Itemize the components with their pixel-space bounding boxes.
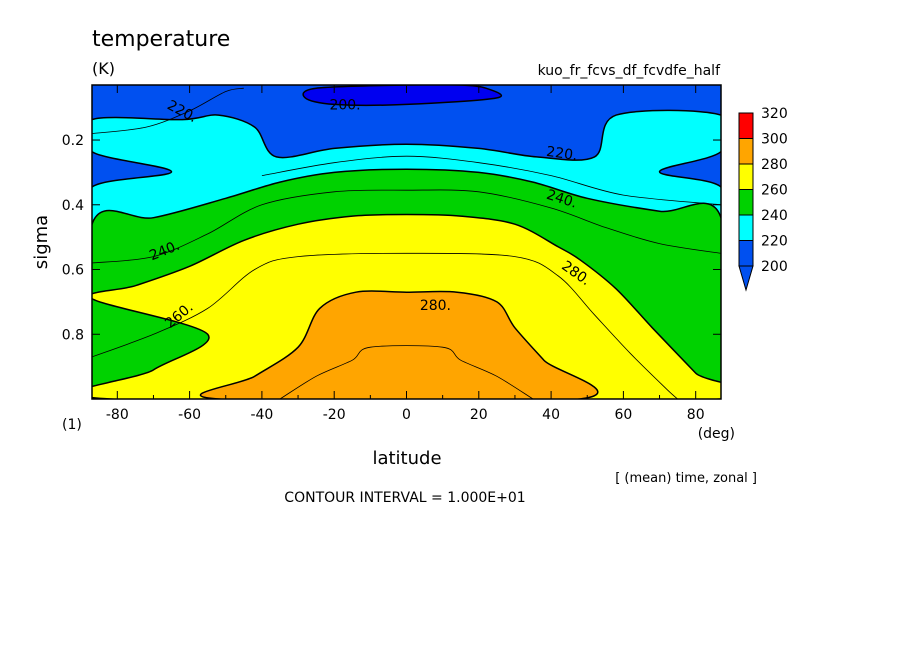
contour-lines <box>92 87 721 399</box>
run-name: kuo_fr_fcvs_df_fcvdfe_half <box>538 63 722 79</box>
colorbar-swatch <box>738 189 754 216</box>
colorbar-swatch <box>738 112 754 139</box>
colorbar: 320 300 280 260 240 220 200 <box>738 106 788 292</box>
colorbar-label: 200 <box>761 259 788 275</box>
contour-label: 280. <box>420 298 451 314</box>
contour-line-250 <box>92 189 721 264</box>
x-tick-label: -80 <box>106 407 129 423</box>
colorbar-swatch <box>738 138 754 165</box>
chart-title: temperature <box>92 27 230 52</box>
colorbar-swatch <box>738 240 754 267</box>
colorbar-label: 280 <box>761 157 788 173</box>
contour-line-230 <box>92 87 244 134</box>
colorbar-under-arrow <box>738 265 754 292</box>
chart-units: (K) <box>92 59 115 78</box>
x-tick-label: 20 <box>470 407 488 423</box>
colorbar-label: 300 <box>761 132 788 148</box>
x-axis-title: latitude <box>372 448 441 469</box>
x-axis: -80 -60 -40 -20 0 20 40 60 80 <box>106 85 705 423</box>
colorbar-label: 240 <box>761 208 788 224</box>
contour-line-290 <box>279 345 534 399</box>
y-tick-label: 0.4 <box>62 198 84 214</box>
colorbar-label: 260 <box>761 183 788 199</box>
contour-line-230 <box>261 155 721 206</box>
y-axis-title: sigma <box>31 215 52 269</box>
x-tick-label: 60 <box>614 407 632 423</box>
contour-label: 200. <box>329 97 360 113</box>
x-axis-unit: (deg) <box>698 426 735 442</box>
x-tick-label: -40 <box>250 407 273 423</box>
y-tick-label: 0.8 <box>62 327 84 343</box>
x-tick-label: -60 <box>178 407 201 423</box>
x-tick-label: 40 <box>542 407 560 423</box>
colorbar-swatch <box>738 214 754 241</box>
y-axis: 0.2 0.4 0.6 0.8 <box>62 133 721 343</box>
contour-region-200 <box>302 85 503 106</box>
colorbar-swatch <box>738 163 754 190</box>
contour-interval: CONTOUR INTERVAL = 1.000E+01 <box>284 490 525 506</box>
x-tick-label: -20 <box>323 407 346 423</box>
contour-region-280 <box>199 290 599 399</box>
y-tick-label: 0.6 <box>62 263 84 279</box>
x-tick-label: 0 <box>402 407 411 423</box>
contour-line-270 <box>92 252 678 399</box>
colorbar-label: 320 <box>761 106 788 122</box>
y-tick-label: 0.2 <box>62 133 84 149</box>
contour-fills <box>92 85 721 399</box>
y-axis-unit: (1) <box>62 417 82 433</box>
footer-note: [ (mean) time, zonal ] <box>615 471 757 486</box>
contour-label: 220. <box>545 144 578 164</box>
x-tick-label: 80 <box>687 407 705 423</box>
colorbar-label: 220 <box>761 234 788 250</box>
